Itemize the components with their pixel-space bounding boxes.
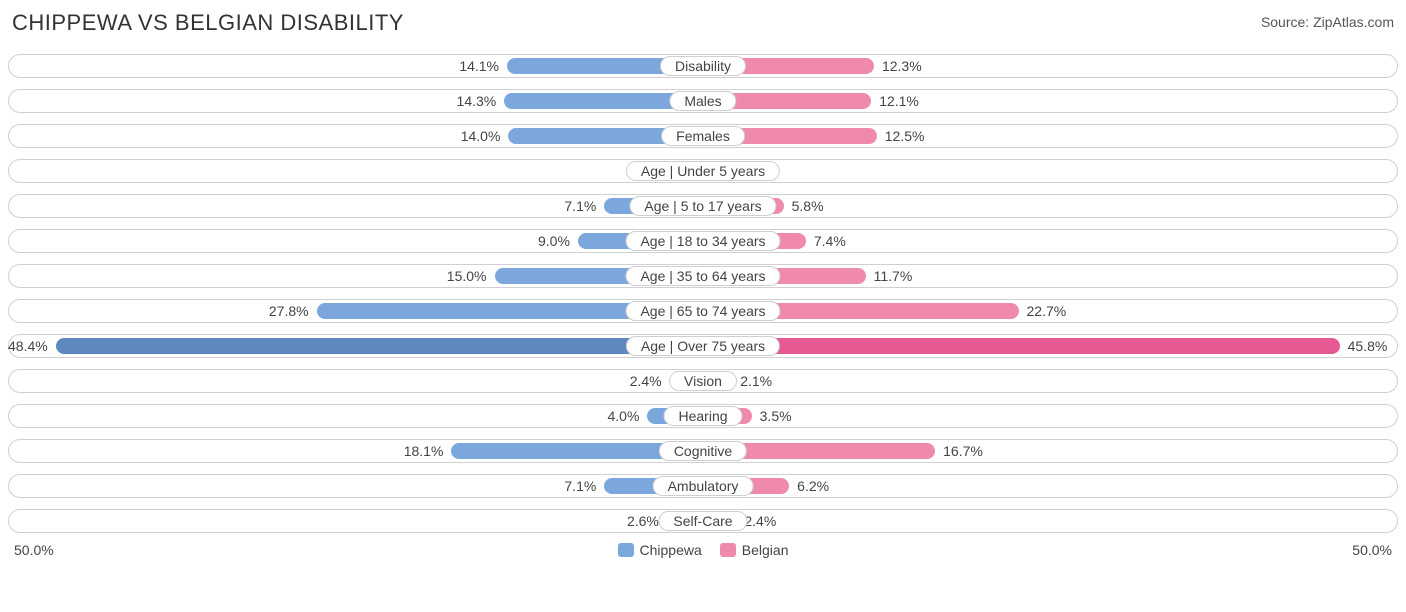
row-left-half: 48.4% — [8, 330, 703, 361]
row-right-half: 2.1% — [703, 365, 1398, 396]
chart-footer: 50.0% Chippewa Belgian 50.0% — [8, 540, 1398, 558]
row-left-half: 7.1% — [8, 190, 703, 221]
swatch-left — [618, 543, 634, 557]
category-label: Age | 65 to 74 years — [625, 301, 780, 321]
right-value-label: 6.2% — [797, 478, 829, 494]
left-value-label: 4.0% — [607, 408, 639, 424]
category-label: Age | Under 5 years — [626, 161, 780, 181]
category-label: Age | 35 to 64 years — [625, 266, 780, 286]
diverging-bar-chart: 14.1% 12.3% Disability 14.3% 12.1% Males 14.0%… — [8, 50, 1398, 536]
row-right-half: 22.7% — [703, 295, 1398, 326]
chart-row: 14.3% 12.1% Males — [8, 85, 1398, 116]
chart-title: CHIPPEWA VS BELGIAN DISABILITY — [12, 10, 404, 36]
chart-row: 14.1% 12.3% Disability — [8, 50, 1398, 81]
legend: Chippewa Belgian — [54, 542, 1353, 558]
row-left-half: 1.9% — [8, 155, 703, 186]
row-left-half: 7.1% — [8, 470, 703, 501]
category-label: Ambulatory — [653, 476, 754, 496]
row-left-half: 4.0% — [8, 400, 703, 431]
category-label: Age | Over 75 years — [626, 336, 780, 356]
category-label: Cognitive — [659, 441, 747, 461]
left-value-label: 9.0% — [538, 233, 570, 249]
right-value-label: 11.7% — [874, 268, 913, 284]
left-bar — [56, 338, 703, 354]
category-label: Hearing — [663, 406, 742, 426]
right-value-label: 12.3% — [882, 58, 922, 74]
category-label: Females — [661, 126, 745, 146]
category-label: Vision — [669, 371, 737, 391]
row-left-half: 15.0% — [8, 260, 703, 291]
left-value-label: 14.3% — [457, 93, 497, 109]
right-value-label: 5.8% — [792, 198, 824, 214]
legend-right-label: Belgian — [742, 542, 789, 558]
category-label: Disability — [660, 56, 746, 76]
right-value-label: 7.4% — [814, 233, 846, 249]
category-label: Age | 5 to 17 years — [629, 196, 776, 216]
row-right-half: 45.8% — [703, 330, 1398, 361]
chart-row: 2.4% 2.1%Vision — [8, 365, 1398, 396]
right-value-label: 2.1% — [740, 373, 772, 389]
swatch-right — [720, 543, 736, 557]
left-value-label: 48.4% — [8, 338, 48, 354]
chart-row: 15.0% 11.7% Age | 35 to 64 years — [8, 260, 1398, 291]
row-left-half: 2.4% — [8, 365, 703, 396]
chart-container: CHIPPEWA VS BELGIAN DISABILITY Source: Z… — [0, 0, 1406, 566]
row-left-half: 18.1% — [8, 435, 703, 466]
chart-row: 14.0% 12.5% Females — [8, 120, 1398, 151]
axis-max-left: 50.0% — [8, 542, 54, 558]
row-left-half: 14.3% — [8, 85, 703, 116]
row-right-half: 1.4% — [703, 155, 1398, 186]
row-right-half: 12.3% — [703, 50, 1398, 81]
right-value-label: 12.1% — [879, 93, 919, 109]
chart-row: 48.4% 45.8% Age | Over 75 years — [8, 330, 1398, 361]
right-value-label: 45.8% — [1348, 338, 1388, 354]
axis-max-right: 50.0% — [1352, 542, 1398, 558]
legend-item-left: Chippewa — [618, 542, 702, 558]
left-value-label: 2.4% — [630, 373, 662, 389]
chart-row: 7.1% 6.2% Ambulatory — [8, 470, 1398, 501]
right-value-label: 16.7% — [943, 443, 983, 459]
right-value-label: 22.7% — [1027, 303, 1067, 319]
chart-row: 2.6% 2.4%Self-Care — [8, 505, 1398, 536]
row-right-half: 2.4% — [703, 505, 1398, 536]
category-label: Males — [669, 91, 736, 111]
category-label: Age | 18 to 34 years — [625, 231, 780, 251]
legend-item-right: Belgian — [720, 542, 789, 558]
row-right-half: 16.7% — [703, 435, 1398, 466]
chart-row: 9.0% 7.4% Age | 18 to 34 years — [8, 225, 1398, 256]
row-right-half: 3.5% — [703, 400, 1398, 431]
chart-row: 4.0% 3.5% Hearing — [8, 400, 1398, 431]
left-value-label: 7.1% — [564, 198, 596, 214]
left-value-label: 15.0% — [447, 268, 487, 284]
row-right-half: 5.8% — [703, 190, 1398, 221]
row-left-half: 14.0% — [8, 120, 703, 151]
right-value-label: 12.5% — [885, 128, 925, 144]
row-left-half: 27.8% — [8, 295, 703, 326]
row-right-half: 7.4% — [703, 225, 1398, 256]
right-bar — [703, 338, 1340, 354]
row-left-half: 14.1% — [8, 50, 703, 81]
chart-row: 18.1% 16.7% Cognitive — [8, 435, 1398, 466]
left-value-label: 18.1% — [404, 443, 444, 459]
header: CHIPPEWA VS BELGIAN DISABILITY Source: Z… — [8, 10, 1398, 50]
chart-row: 7.1% 5.8% Age | 5 to 17 years — [8, 190, 1398, 221]
source-attribution: Source: ZipAtlas.com — [1261, 10, 1394, 30]
right-value-label: 3.5% — [760, 408, 792, 424]
right-value-label: 2.4% — [744, 513, 776, 529]
row-right-half: 12.1% — [703, 85, 1398, 116]
left-value-label: 7.1% — [564, 478, 596, 494]
row-right-half: 12.5% — [703, 120, 1398, 151]
left-value-label: 27.8% — [269, 303, 309, 319]
row-left-half: 9.0% — [8, 225, 703, 256]
legend-left-label: Chippewa — [640, 542, 702, 558]
left-value-label: 2.6% — [627, 513, 659, 529]
category-label: Self-Care — [658, 511, 747, 531]
chart-row: 1.9%1.4%Age | Under 5 years — [8, 155, 1398, 186]
left-value-label: 14.0% — [461, 128, 501, 144]
chart-row: 27.8% 22.7% Age | 65 to 74 years — [8, 295, 1398, 326]
row-right-half: 11.7% — [703, 260, 1398, 291]
left-value-label: 14.1% — [459, 58, 499, 74]
row-right-half: 6.2% — [703, 470, 1398, 501]
row-left-half: 2.6% — [8, 505, 703, 536]
